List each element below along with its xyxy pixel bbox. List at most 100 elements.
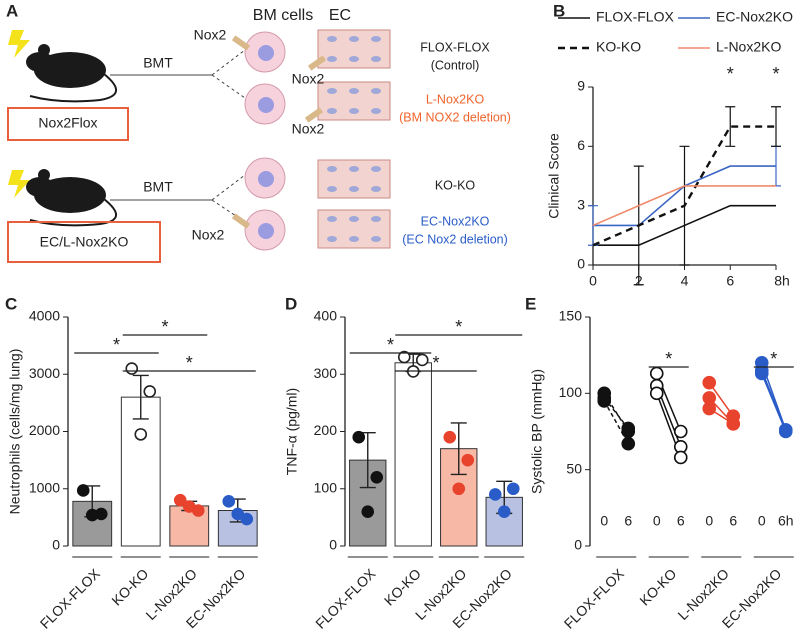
y-tick-label: 0 [577, 256, 585, 272]
bm-cells [231, 31, 286, 251]
arrows [110, 49, 246, 223]
data-point [673, 424, 688, 439]
y-tick-label: 6 [577, 137, 585, 153]
data-point [754, 366, 769, 381]
y-axis-label: Systolic BP (mmHg) [529, 369, 545, 494]
data-point [488, 488, 502, 501]
y-axis-label: Clinical Score [546, 133, 562, 219]
outcome-label: EC-Nox2KO [421, 214, 490, 228]
y-tick-label: 0 [329, 537, 337, 553]
y-tick-label: 50 [566, 460, 582, 476]
x-tick-label: 6h [778, 513, 794, 529]
error-bar [725, 106, 736, 147]
error-bar [450, 422, 467, 476]
outcome-note: (Control) [431, 58, 480, 72]
data-point [497, 505, 511, 518]
legend-label: L-Nox2KO [716, 39, 781, 55]
y-axis-label: TNF-α (pg/ml) [284, 388, 300, 475]
significance-star: * [387, 335, 394, 355]
donor-box [7, 221, 161, 263]
panel-a: A Nox2Flox EC/L-Nox2KO BMT BMT BM cells … [6, 1, 511, 263]
nox2-label: Nox2 [292, 71, 325, 87]
header: EC [329, 7, 351, 24]
significance-star: * [455, 317, 462, 337]
significance-star: * [186, 353, 193, 373]
legend-label: EC-Nox2KO [716, 9, 793, 25]
mouse [26, 44, 117, 103]
data-point [452, 482, 466, 496]
ec-nuclei [327, 36, 381, 242]
x-tick-label: 4 [681, 273, 689, 289]
data-point [621, 436, 636, 451]
x-tick-label: 0 [653, 513, 661, 529]
legend-label: FLOX-FLOX [596, 9, 674, 25]
data-point [125, 362, 139, 375]
data-point [778, 424, 793, 439]
header: BM cells [253, 7, 313, 24]
data-point [702, 375, 717, 390]
pair-line [708, 382, 734, 417]
data-point [361, 505, 375, 518]
data-point [85, 508, 99, 522]
y-tick-label: 3 [577, 196, 585, 212]
data-point [443, 430, 457, 444]
nox2-receptors [304, 55, 327, 123]
x-tick-label: 6 [729, 513, 737, 529]
mouse [26, 169, 117, 227]
bmt-label: BMT [143, 55, 173, 71]
data-point [621, 424, 636, 439]
annotation: * [772, 64, 779, 84]
data-point [173, 493, 187, 507]
lightning [8, 30, 30, 58]
y-tick-label: 4000 [29, 308, 60, 324]
error-bar [132, 374, 149, 420]
error-bar [771, 106, 781, 147]
series-line [592, 185, 776, 227]
x-tick-label: 8h [774, 273, 790, 289]
outcome-label: KO-KO [435, 178, 476, 192]
x-tick-label: 0 [589, 273, 597, 289]
data-point [415, 353, 429, 367]
data-point [461, 453, 475, 467]
x-tick-label: 6 [677, 513, 685, 529]
y-tick-label: 9 [577, 78, 585, 94]
nox2-label: Nox2 [192, 227, 225, 243]
x-tick-label: KO-KO [381, 565, 424, 608]
legend-label: KO-KO [596, 39, 641, 55]
data-point [673, 450, 688, 465]
data-point [143, 385, 157, 398]
error-bar [633, 165, 644, 286]
y-tick-label: 2000 [29, 422, 60, 438]
data-point [352, 430, 366, 444]
x-tick-label: FLOX-FLOX [561, 565, 628, 632]
y-tick-label: 150 [559, 308, 583, 324]
lightning [8, 170, 30, 198]
significance-star: * [161, 317, 168, 337]
data-point [506, 482, 520, 496]
ec-layers [317, 29, 391, 249]
outcome-note: (EC Nox2 deletion) [402, 232, 508, 246]
x-tick-label: FLOX-FLOX [312, 565, 379, 632]
data-point [649, 386, 664, 401]
donor-label: EC/L-Nox2KO [40, 234, 129, 250]
significance-star: * [770, 349, 777, 369]
y-tick-label: 1000 [29, 479, 60, 495]
data-point [134, 428, 148, 441]
x-tick-label: KO-KO [636, 565, 679, 608]
data-point [231, 507, 245, 521]
y-tick-label: 100 [314, 479, 338, 495]
y-tick-label: 100 [559, 384, 583, 400]
donor-box [7, 107, 129, 141]
data-point [76, 484, 90, 497]
x-tick-label: 6 [726, 273, 734, 289]
panel-letter: E [525, 294, 536, 313]
data-point [370, 470, 384, 484]
panel-letter: D [285, 294, 297, 313]
pair-line [603, 400, 629, 445]
data-point [222, 495, 236, 508]
data-point [726, 417, 741, 431]
bar [120, 396, 161, 547]
annotation: * [727, 64, 734, 84]
outcome-note: (BM NOX2 deletion) [399, 110, 511, 124]
